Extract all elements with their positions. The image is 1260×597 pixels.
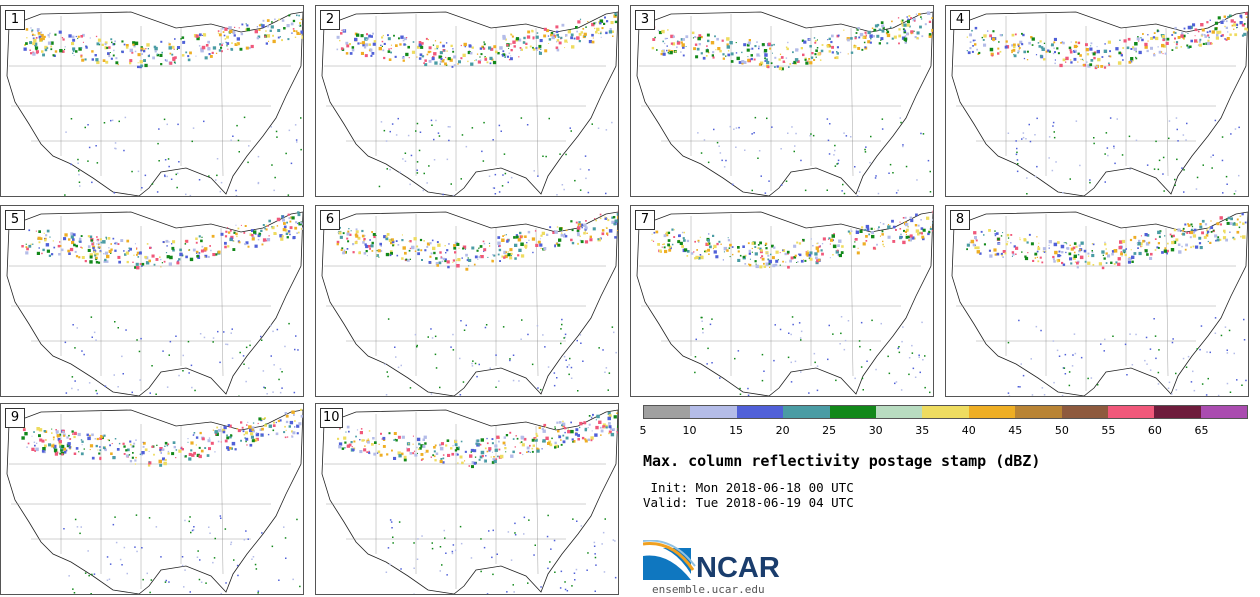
postage-stamp-panel: 9: [0, 403, 304, 595]
colorbar-swatch: [1061, 406, 1108, 418]
figure-title: Max. column reflectivity postage stamp (…: [643, 452, 1041, 470]
init-time: Init: Mon 2018-06-18 00 UTC: [643, 480, 854, 495]
colorbar-swatch: [736, 406, 784, 418]
postage-stamp-panel: 6: [315, 205, 619, 397]
colorbar-swatch: [1107, 406, 1155, 418]
colorbar-swatch: [829, 406, 876, 418]
postage-stamp-panel: 5: [0, 205, 304, 397]
member-number: 5: [5, 210, 25, 230]
member-number: 10: [320, 408, 343, 428]
site-url: ensemble.ucar.edu: [652, 583, 765, 596]
colorbar-tick-label: 65: [1194, 424, 1209, 437]
colorbar-swatch: [968, 406, 1016, 418]
colorbar-tick-label: 25: [822, 424, 837, 437]
reflectivity-map: [6, 408, 303, 594]
postage-stamp-panel: 1: [0, 5, 304, 197]
colorbar-swatch: [1200, 406, 1248, 418]
reflectivity-map: [321, 409, 618, 594]
colorbar-tick-label: 5: [639, 424, 647, 437]
member-number: 1: [5, 10, 25, 30]
postage-stamp-panel: 8: [945, 205, 1249, 397]
colorbar-tick-label: 35: [915, 424, 930, 437]
colorbar-swatch: [1154, 406, 1201, 418]
colorbar-tick-label: 50: [1054, 424, 1069, 437]
colorbar-swatch: [644, 406, 691, 418]
member-number: 9: [5, 408, 25, 428]
colorbar-swatch: [783, 406, 830, 418]
ncar-logo-icon: [643, 540, 696, 580]
postage-stamp-panel: 7: [630, 205, 934, 397]
valid-time: Valid: Tue 2018-06-19 04 UTC: [643, 495, 854, 510]
member-number: 6: [320, 210, 340, 230]
colorbar-ticks: 5 10 15 20 25 30 35 40 45 50 55 60 65: [639, 424, 1248, 438]
member-number: 8: [950, 210, 970, 230]
ncar-logo-text: NCAR: [696, 552, 780, 584]
reflectivity-map: [951, 211, 1248, 396]
colorbar-tick-label: 15: [729, 424, 744, 437]
postage-stamp-panel: 3: [630, 5, 934, 197]
member-number: 7: [635, 210, 655, 230]
reflectivity-map: [951, 11, 1248, 196]
postage-stamp-panel: 2: [315, 5, 619, 197]
reflectivity-map: [6, 11, 303, 196]
reflectivity-map: [321, 11, 618, 196]
colorbar-tick-label: 10: [682, 424, 697, 437]
colorbar-swatch: [690, 406, 737, 418]
colorbar-tick-label: 60: [1147, 424, 1162, 437]
member-number: 3: [635, 10, 655, 30]
colorbar-tick-label: 55: [1101, 424, 1116, 437]
colorbar-tick-label: 20: [775, 424, 790, 437]
reflectivity-colorbar: [643, 405, 1248, 419]
colorbar-swatch: [875, 406, 923, 418]
reflectivity-map: [321, 209, 618, 396]
member-number: 2: [320, 10, 340, 30]
postage-stamp-panel: 4: [945, 5, 1249, 197]
colorbar-tick-label: 30: [868, 424, 883, 437]
colorbar-swatch: [1015, 406, 1062, 418]
reflectivity-map: [636, 11, 933, 196]
colorbar-tick-label: 40: [961, 424, 976, 437]
colorbar-swatch: [922, 406, 969, 418]
postage-stamp-panel: 10: [315, 403, 619, 595]
reflectivity-map: [6, 211, 303, 396]
colorbar-tick-label: 45: [1008, 424, 1023, 437]
reflectivity-map: [636, 210, 933, 396]
member-number: 4: [950, 10, 970, 30]
